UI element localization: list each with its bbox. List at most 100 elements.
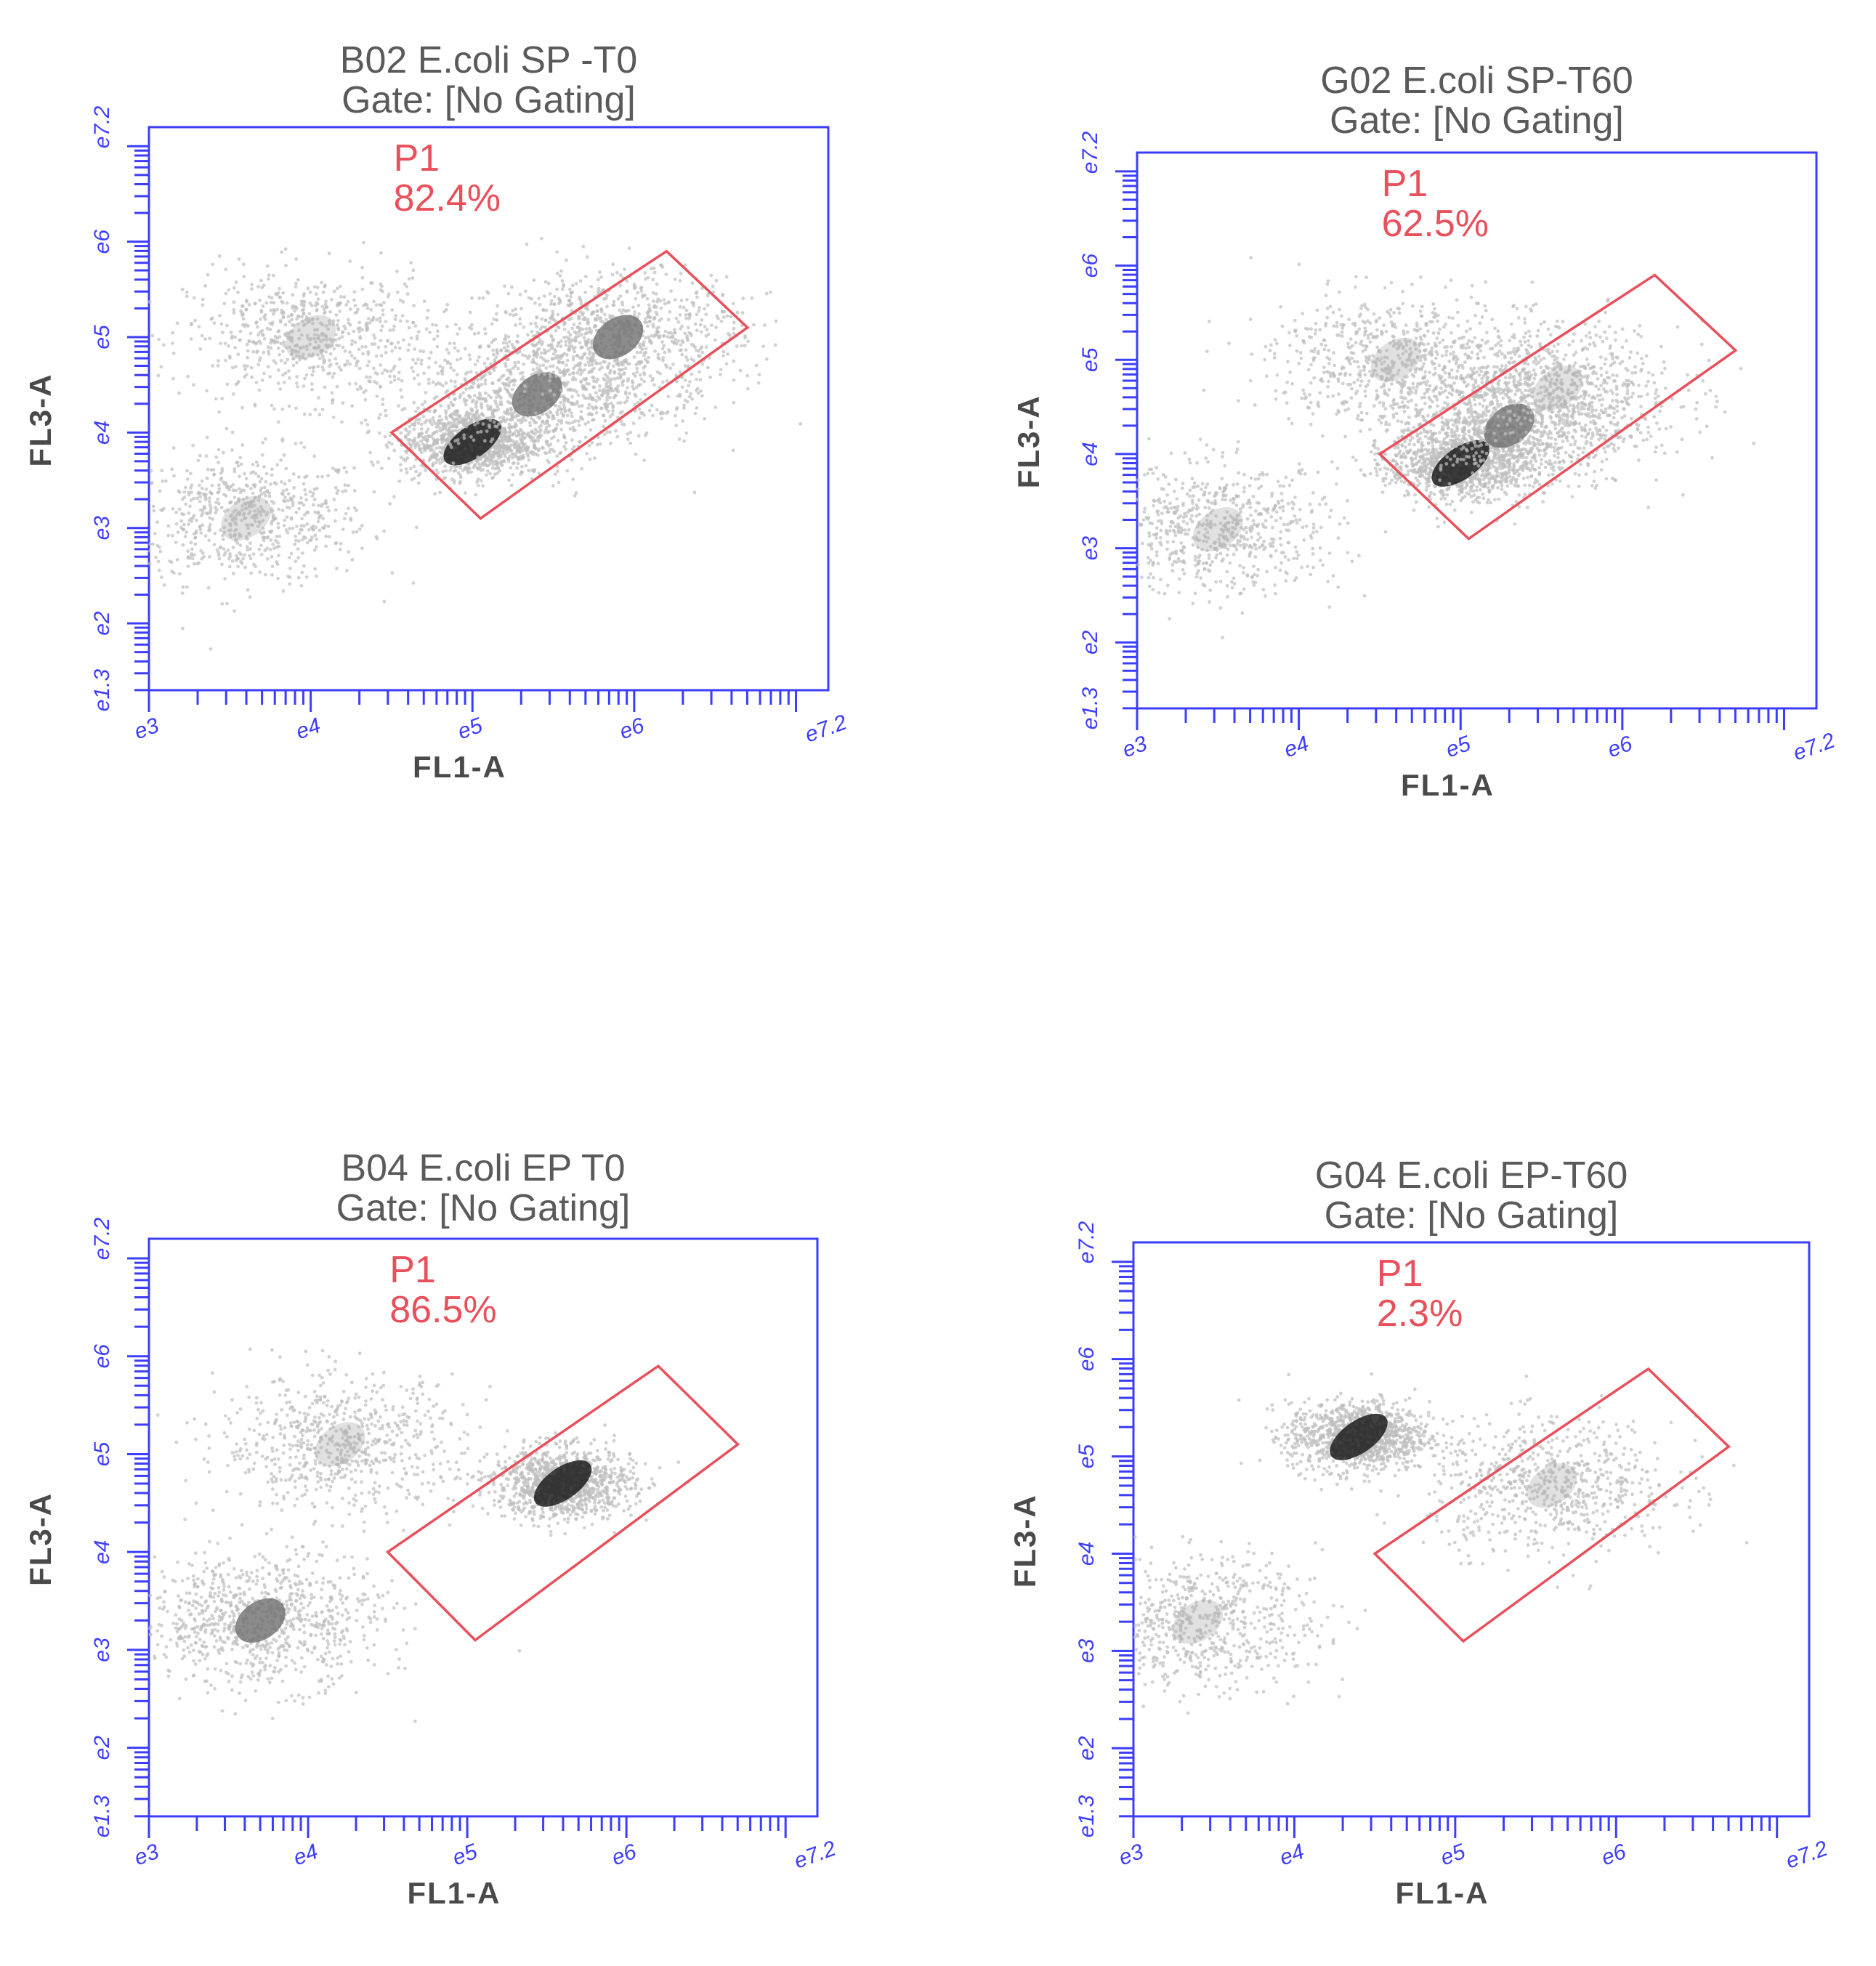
x-tick-label: e5 [1437, 1840, 1468, 1871]
gate-percent: 2.3% [1377, 1293, 1463, 1335]
plot-frame [147, 1237, 819, 1818]
chart-subtitle: Gate: [No Gating] [341, 79, 636, 121]
y-tick-label: e1.3 [1078, 687, 1102, 729]
chart-subtitle: Gate: [No Gating] [1325, 1194, 1619, 1237]
x-axis-label: FL1-A [413, 750, 506, 784]
y-tick-label: e1.3 [1075, 1795, 1099, 1837]
population-core [512, 372, 562, 417]
gate-p1-polygon[interactable] [1372, 1367, 1731, 1643]
gate-percent: 62.5% [1382, 203, 1489, 245]
gate-name: P1 [394, 137, 440, 179]
x-axis-ticks: e3 e4 e5 e6 e7.2 [1119, 708, 1838, 766]
x-tick-label: e4 [1277, 1840, 1308, 1870]
y-tick-label: e3 [1075, 1638, 1099, 1663]
x-tick-label: e3 [131, 713, 162, 745]
gate-percent: 86.5% [389, 1289, 496, 1331]
chart-title: B02 E.coli SP -T0 [340, 39, 637, 81]
population-core [1192, 507, 1243, 552]
y-axis-ticks: e1.3 e2 e3 e4 e5 e6 e7.2 [90, 105, 149, 711]
chart-subtitle: Gate: [No Gating] [1330, 100, 1624, 142]
y-tick-label: e7.2 [90, 105, 114, 148]
event-dots [1136, 256, 1756, 640]
y-axis-label: FL3-A [1011, 395, 1046, 488]
y-tick-label: e2 [90, 611, 114, 636]
y-tick-label: e3 [1078, 536, 1102, 561]
y-tick-label: e6 [1078, 254, 1102, 278]
y-tick-label: e2 [1078, 630, 1102, 655]
y-tick-label: e7.2 [1078, 131, 1102, 174]
y-axis-ticks: e1.3 e2 e3 e4 e5 e6 e7.2 [1075, 1221, 1133, 1837]
x-tick-label: e6 [1598, 1840, 1630, 1871]
y-tick-label: e6 [1075, 1347, 1099, 1372]
x-axis-label: FL1-A [408, 1876, 501, 1910]
y-axis-label: FL3-A [23, 1492, 57, 1586]
y-tick-label: e4 [90, 1540, 114, 1564]
y-tick-label: e6 [90, 230, 114, 254]
y-axis-ticks: e1.3 e2 e3 e4 e5 e6 e7.2 [90, 1217, 149, 1837]
y-tick-label: e4 [1078, 442, 1102, 466]
y-tick-label: e5 [1078, 347, 1102, 372]
y-tick-label: e4 [90, 421, 114, 445]
x-tick-label: e3 [1115, 1840, 1147, 1871]
x-tick-label: e7.2 [791, 1836, 839, 1873]
gate-p1-polygon[interactable] [385, 1364, 740, 1642]
gate-name: P1 [1377, 1253, 1423, 1295]
population-core [593, 315, 644, 360]
plot-frame [1132, 1241, 1811, 1818]
y-axis-label: FL3-A [1008, 1494, 1042, 1587]
y-tick-label: e2 [90, 1736, 114, 1760]
population-core [1532, 365, 1583, 410]
population-core [1173, 1599, 1224, 1644]
y-tick-label: e5 [1075, 1444, 1099, 1469]
gate-name: P1 [389, 1249, 436, 1291]
population-core [1527, 1463, 1577, 1508]
y-tick-label: e7.2 [1075, 1221, 1099, 1263]
x-axis-label: FL1-A [1401, 768, 1495, 802]
gate-p1-polygon[interactable] [389, 249, 750, 520]
event-dots [147, 237, 803, 651]
x-tick-label: e5 [455, 713, 486, 745]
population-core [1330, 1413, 1388, 1460]
population-core [221, 496, 272, 541]
population-core [315, 1422, 365, 1467]
y-axis-label: FL3-A [23, 373, 57, 467]
chart-title: B04 E.coli EP T0 [341, 1147, 625, 1189]
x-tick-label: e5 [450, 1840, 481, 1871]
gate-p1-polygon[interactable] [1378, 273, 1738, 541]
x-tick-label: e4 [293, 713, 324, 744]
y-tick-label: e6 [90, 1344, 114, 1369]
x-tick-label: e7.2 [1790, 728, 1838, 765]
x-tick-label: e6 [1604, 732, 1636, 763]
y-tick-label: e1.3 [90, 1795, 114, 1837]
y-tick-label: e4 [1075, 1542, 1099, 1566]
x-tick-label: e6 [616, 713, 647, 745]
x-axis-ticks: e3 e4 e5 e6 e7.2 [131, 690, 850, 748]
y-tick-label: e3 [90, 1638, 114, 1662]
population-core [533, 1460, 592, 1507]
y-tick-label: e5 [90, 325, 114, 349]
x-tick-label: e7.2 [1783, 1836, 1831, 1873]
chart-subtitle: Gate: [No Gating] [336, 1187, 631, 1229]
event-dots [148, 1347, 690, 1723]
event-dots [1133, 1372, 1749, 1715]
population-core [235, 1598, 286, 1643]
x-tick-label: e6 [609, 1840, 640, 1871]
population-core [1484, 403, 1535, 448]
x-tick-label: e7.2 [802, 710, 850, 747]
gate-percent: 82.4% [394, 177, 501, 219]
x-tick-label: e3 [1119, 732, 1150, 763]
population-core [286, 315, 336, 360]
y-tick-label: e7.2 [90, 1217, 114, 1260]
y-tick-label: e5 [90, 1441, 114, 1466]
y-axis-ticks: e1.3 e2 e3 e4 e5 e6 e7.2 [1078, 131, 1137, 729]
x-tick-label: e4 [290, 1840, 321, 1870]
x-axis-label: FL1-A [1396, 1876, 1489, 1910]
x-tick-label: e5 [1443, 732, 1474, 763]
x-axis-ticks: e3 e4 e5 e6 e7.2 [131, 1816, 839, 1874]
x-axis-ticks: e3 e4 e5 e6 e7.2 [1115, 1816, 1831, 1874]
